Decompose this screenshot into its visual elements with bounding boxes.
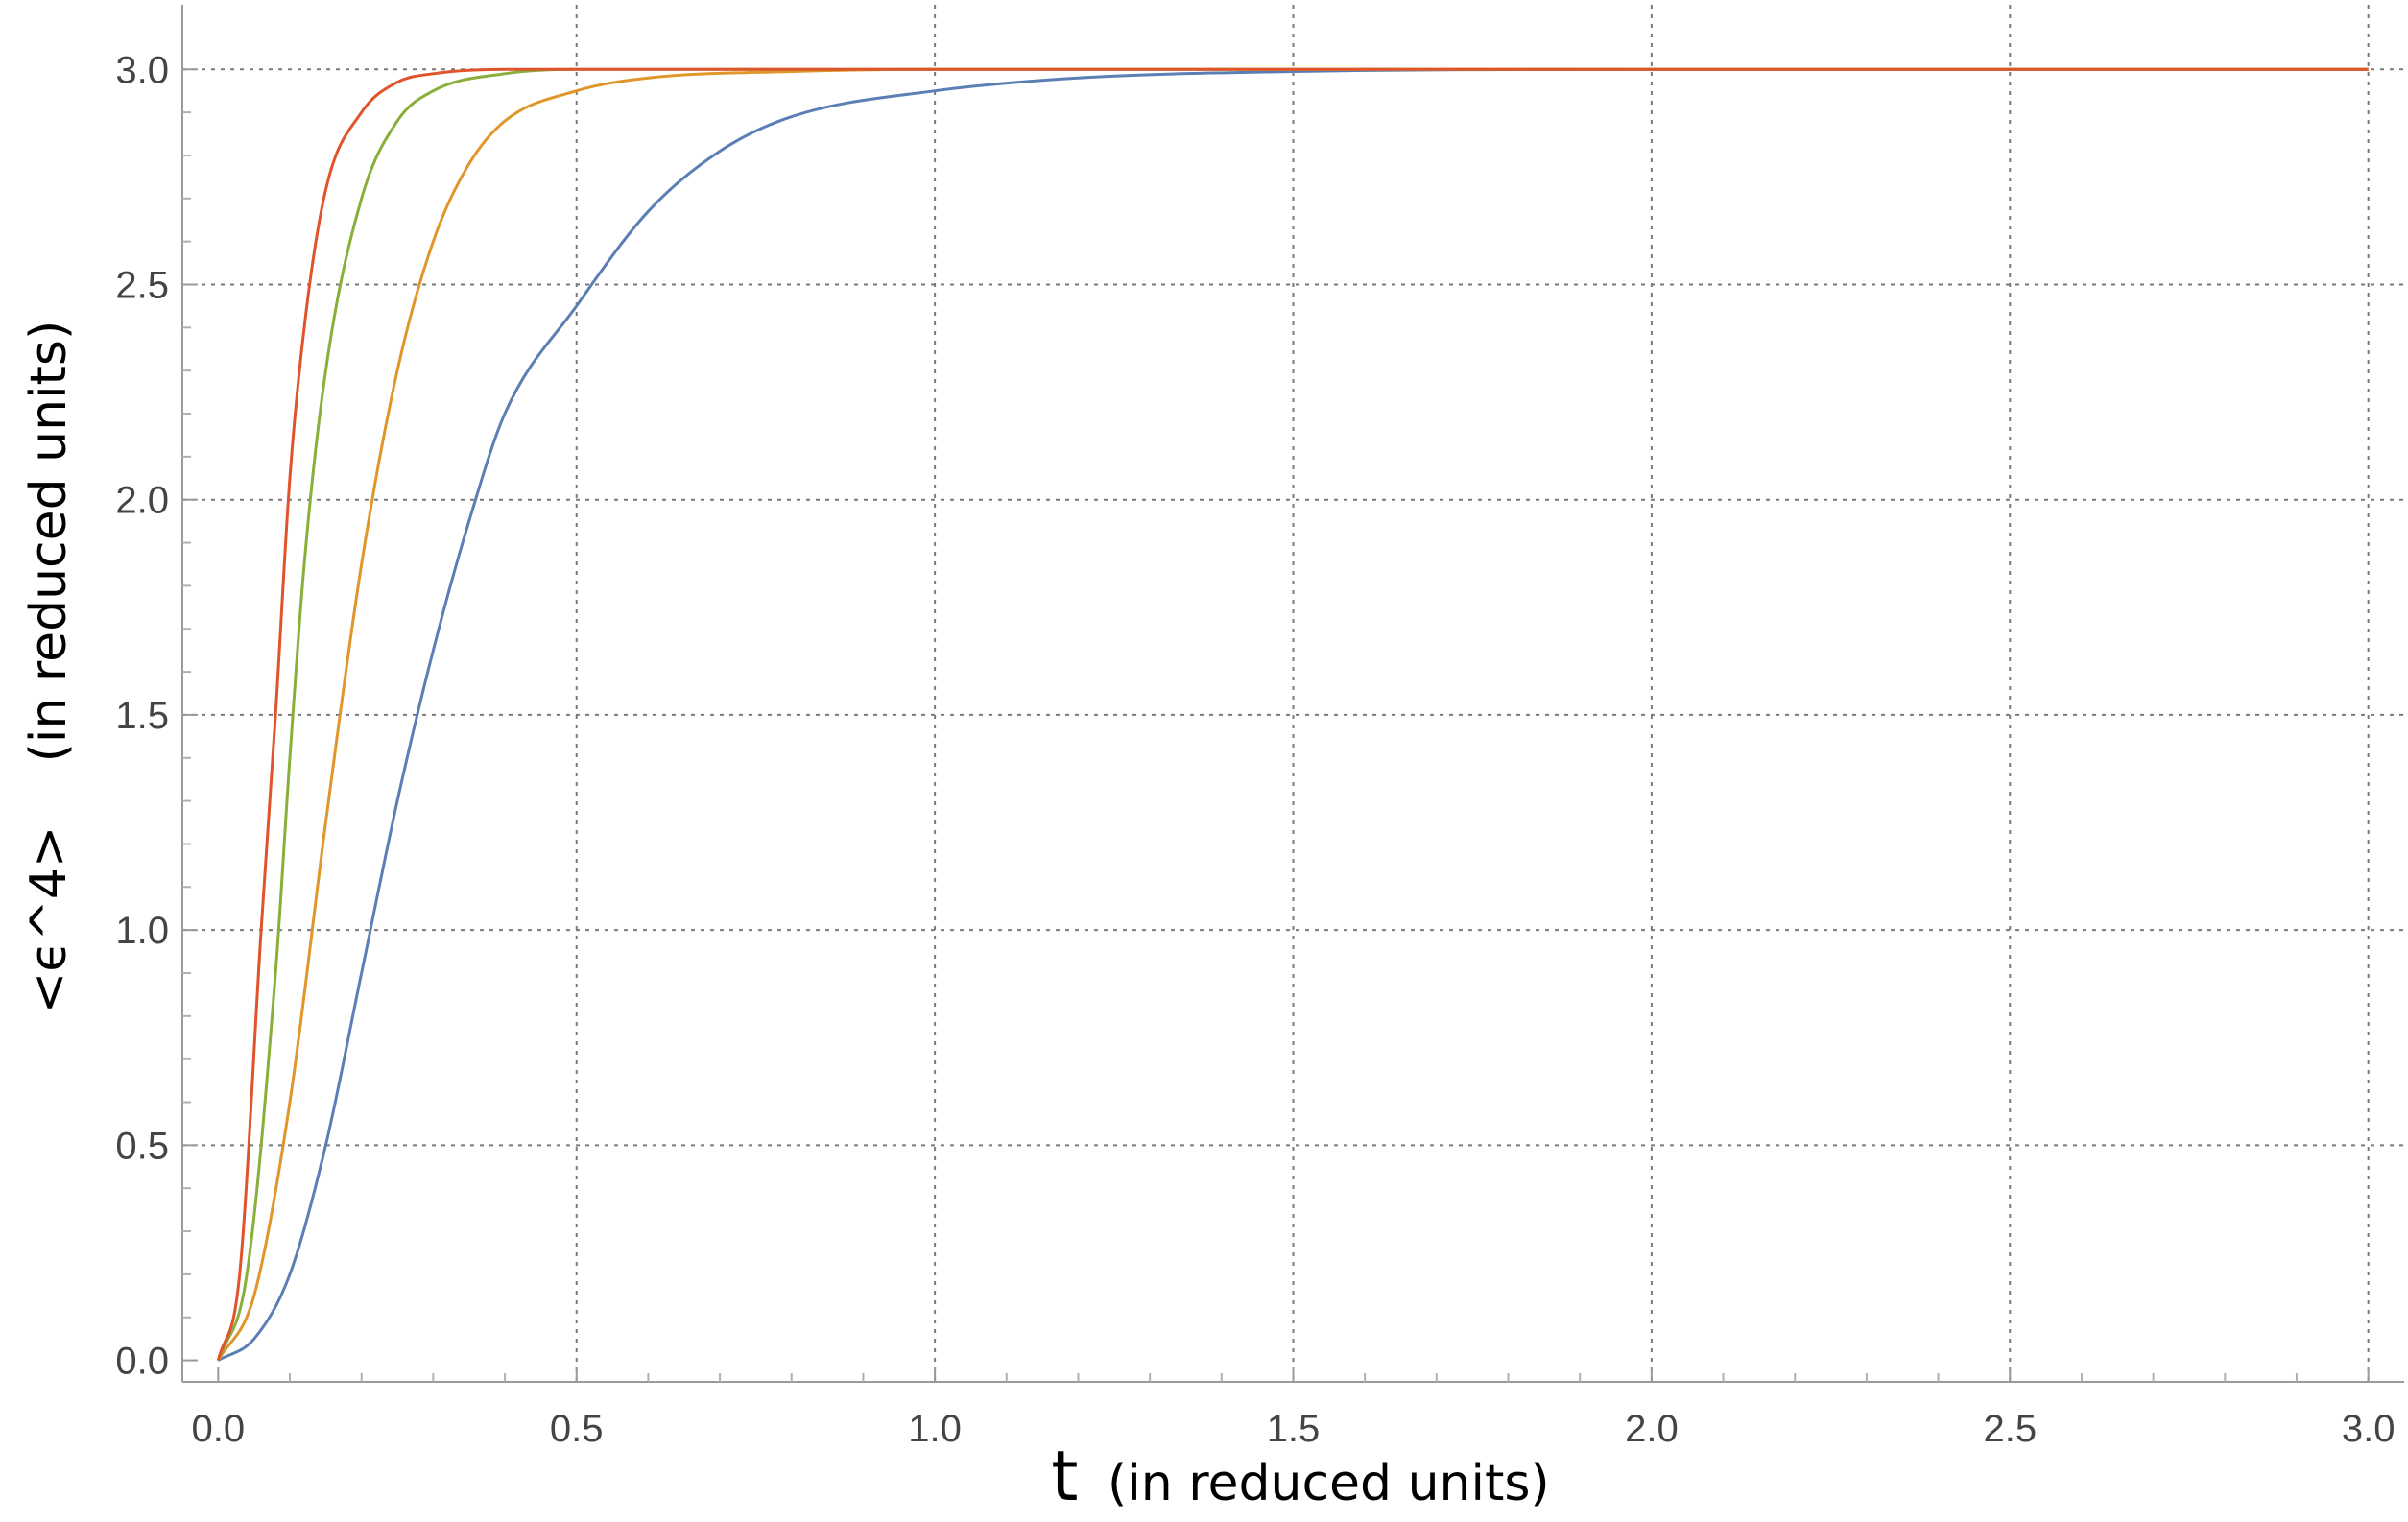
x-tick-label: 0.5: [550, 1408, 604, 1450]
grid-lines: [182, 5, 2404, 1382]
y-tick-label: 1.0: [115, 910, 169, 952]
tick-labels: 0.0 0.5 1.0 1.5 2.0 2.5 3.0 0.0 0.5 1.0 1.5 2.0 2.5 3…: [115, 49, 2395, 1450]
y-axis-title: <ϵ^4> (in reduced units): [20, 321, 78, 1014]
y-tick-label: 2.5: [115, 264, 169, 306]
y-tick-label: 0.0: [115, 1341, 169, 1383]
x-axis-title: t (in reduced units): [1051, 1436, 1549, 1516]
x-axis-title-units: (in reduced units): [1108, 1455, 1550, 1512]
plot-frame: [181, 5, 2404, 1383]
x-tick-label: 3.0: [2342, 1408, 2396, 1450]
axis-ticks: [182, 68, 2370, 1382]
y-tick-label: 0.5: [115, 1125, 169, 1167]
x-axis-title-symbol: t: [1051, 1436, 1078, 1516]
series-line-4: [216, 67, 2369, 1361]
y-tick-label: 1.5: [115, 695, 169, 737]
x-tick-label: 2.0: [1625, 1408, 1679, 1450]
y-tick-label: 3.0: [115, 49, 169, 91]
y-tick-label: 2.0: [115, 480, 169, 522]
x-tick-label: 1.0: [908, 1408, 962, 1450]
x-tick-label: 2.5: [1983, 1408, 2037, 1450]
series-lines: [216, 67, 2369, 1362]
x-tick-label: 1.5: [1267, 1408, 1321, 1450]
x-tick-label: 0.0: [192, 1408, 246, 1450]
